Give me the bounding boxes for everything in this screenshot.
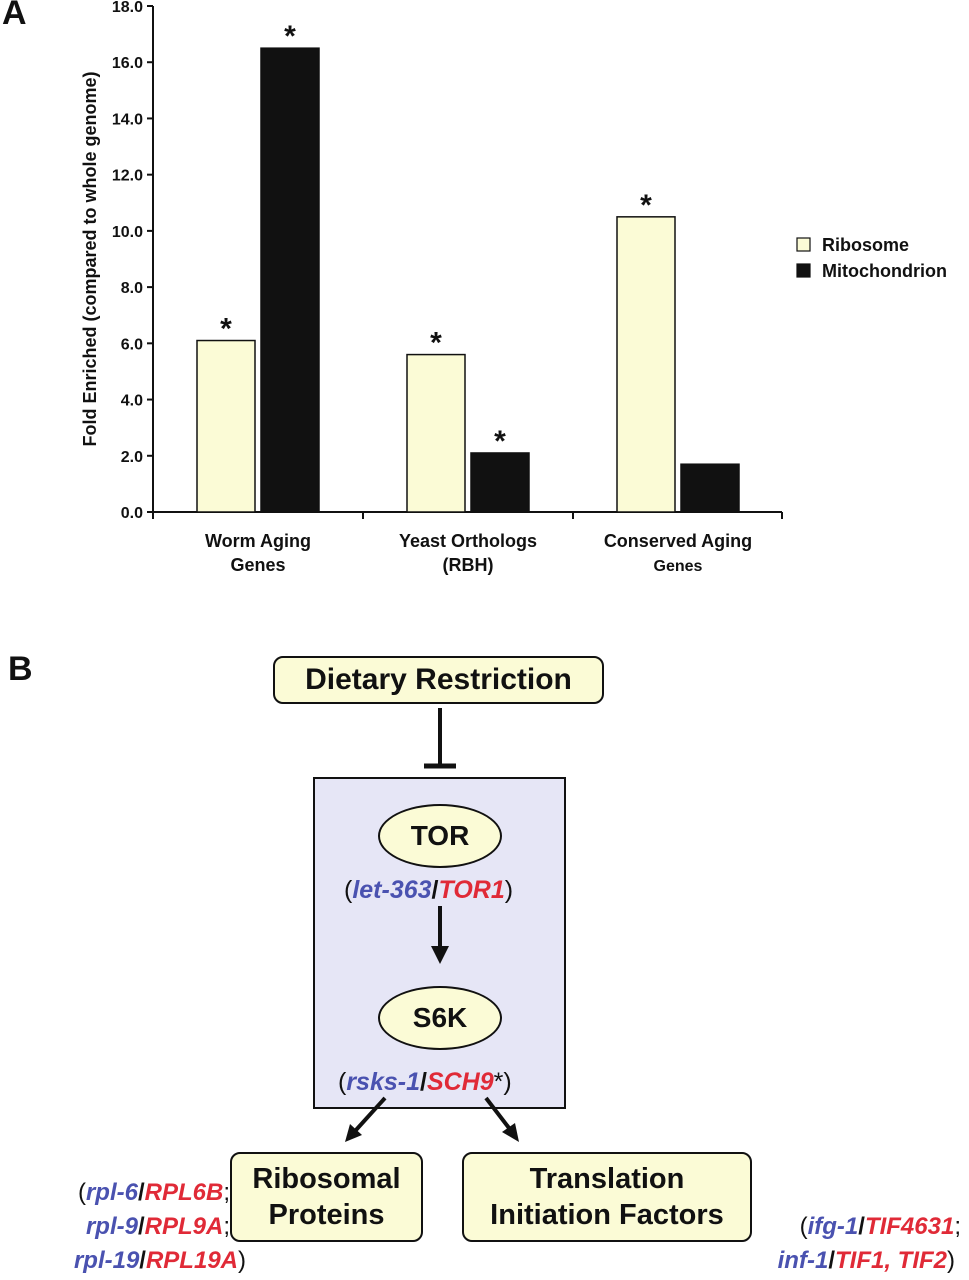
y-tick-label: 18.0 [112, 0, 143, 16]
legend-swatch [796, 237, 811, 252]
x-tick-label: Genes [230, 555, 285, 575]
translation-genes: (ifg-1/TIF4631; inf-1/TIF1, TIF2) [778, 1210, 961, 1278]
gene-line: inf-1/TIF1, TIF2) [778, 1244, 955, 1278]
yeast-gene: RPL6B [144, 1179, 224, 1206]
bar-chart: 0.0 2.0 4.0 6.0 8.0 10.0 12.0 14.0 16.0 18.0 Fold … [80, 0, 947, 575]
x-tick-label: Yeast Orthologs [399, 531, 537, 551]
y-tick-label: 10.0 [112, 224, 143, 241]
y-tick-label: 0.0 [121, 505, 143, 522]
y-tick-label: 8.0 [121, 280, 143, 297]
translation-line-2: Initiation Factors [490, 1199, 724, 1231]
paren: ( [77, 1179, 86, 1206]
asterisk: * [493, 1068, 504, 1096]
yeast-gene: TIF1, TIF2 [834, 1247, 947, 1274]
slash: / [420, 1068, 427, 1096]
panel-letter-b: B [8, 650, 33, 688]
separator: ) [238, 1247, 246, 1274]
x-tick-label: (RBH) [443, 555, 494, 575]
significance-mark: * [284, 20, 296, 53]
gene-line: (ifg-1/TIF4631; [778, 1210, 961, 1244]
legend-label: Mitochondrion [822, 261, 947, 281]
y-tick-label: 6.0 [121, 336, 143, 353]
slash: / [828, 1247, 835, 1274]
s6k-node: S6K [378, 986, 502, 1050]
dietary-restriction-box: Dietary Restriction [273, 656, 604, 704]
bar-mitochondrion [470, 452, 530, 513]
significance-mark: * [430, 327, 442, 360]
slash: / [858, 1213, 865, 1240]
worm-gene: rpl-6 [85, 1179, 138, 1206]
bar-ribosome [406, 353, 466, 513]
yeast-gene: RPL19A [145, 1247, 238, 1274]
panel-letter-a: A [2, 0, 27, 32]
slash: / [137, 1213, 145, 1240]
tor-genes: (let-363/TOR1) [344, 876, 513, 905]
slash: / [139, 1247, 146, 1274]
worm-gene: rpl-9 [85, 1213, 138, 1240]
y-tick-label: 2.0 [121, 449, 143, 466]
yeast-gene: TIF4631 [864, 1213, 955, 1240]
yeast-gene: RPL9A [144, 1213, 224, 1240]
bar-mitochondrion [260, 47, 320, 513]
y-tick-label: 14.0 [112, 111, 143, 128]
translation-initiation-box: Translation Initiation Factors [462, 1152, 752, 1242]
s6k-to-ribosomal-arrowhead [345, 1124, 362, 1142]
worm-gene: inf-1 [777, 1247, 829, 1274]
s6k-to-translation-arrowhead [502, 1123, 519, 1142]
bar-ribosome [616, 216, 676, 513]
paren: ( [344, 876, 353, 904]
y-axis-label: Fold Enriched (compared to whole genome) [80, 71, 100, 446]
slash: / [137, 1179, 145, 1206]
worm-gene: ifg-1 [807, 1213, 859, 1240]
x-tick-label: Conserved Aging [604, 531, 752, 551]
ribosomal-genes: (rpl-6/RPL6B; rpl-9/RPL9A; rpl-19/RPL19A… [74, 1176, 246, 1278]
tor-to-s6k-arrowhead [431, 946, 449, 964]
worm-gene: rsks-1 [346, 1068, 420, 1096]
significance-mark: * [640, 189, 652, 222]
y-tick-label: 12.0 [112, 168, 143, 185]
separator: ; [954, 1213, 961, 1240]
worm-gene: let-363 [352, 876, 432, 904]
ribosomal-proteins-box: Ribosomal Proteins [230, 1152, 423, 1242]
s6k-label: S6K [412, 1002, 468, 1033]
ribosomal-line-2: Proteins [268, 1199, 385, 1231]
tor-label: TOR [410, 820, 470, 851]
x-tick-label: Worm Aging [205, 531, 311, 551]
bar-ribosome [196, 339, 256, 513]
ribosomal-line-1: Ribosomal [252, 1162, 401, 1195]
significance-mark: * [494, 425, 506, 458]
gene-line: (rpl-6/RPL6B; [74, 1176, 230, 1210]
tor-node: TOR [378, 804, 502, 868]
yeast-gene: SCH9 [426, 1068, 494, 1096]
paren: ( [799, 1213, 808, 1240]
separator: ; [223, 1213, 230, 1240]
significance-mark: * [220, 313, 232, 346]
yeast-gene: TOR1 [438, 876, 505, 904]
paren: ( [338, 1068, 347, 1096]
s6k-to-ribosomal-arrow [354, 1096, 387, 1132]
bar-mitochondrion [680, 463, 740, 513]
y-tick-label: 16.0 [112, 55, 143, 72]
separator: ) [947, 1247, 955, 1274]
paren: ) [503, 1068, 512, 1096]
worm-gene: rpl-19 [73, 1247, 140, 1274]
dietary-restriction-label: Dietary Restriction [305, 663, 572, 696]
separator: ; [223, 1179, 230, 1206]
gene-line: rpl-9/RPL9A; [74, 1210, 230, 1244]
slash: / [431, 876, 439, 904]
s6k-to-translation-arrow [484, 1096, 511, 1130]
paren: ) [504, 876, 514, 904]
translation-line-1: Translation [529, 1162, 685, 1195]
y-tick-label: 4.0 [121, 393, 143, 410]
s6k-genes: (rsks-1/SCH9*) [338, 1068, 512, 1097]
gene-line: rpl-19/RPL19A) [74, 1244, 246, 1278]
legend-label: Ribosome [822, 235, 909, 255]
x-tick-label: Genes [654, 558, 703, 575]
legend-swatch [796, 263, 811, 278]
